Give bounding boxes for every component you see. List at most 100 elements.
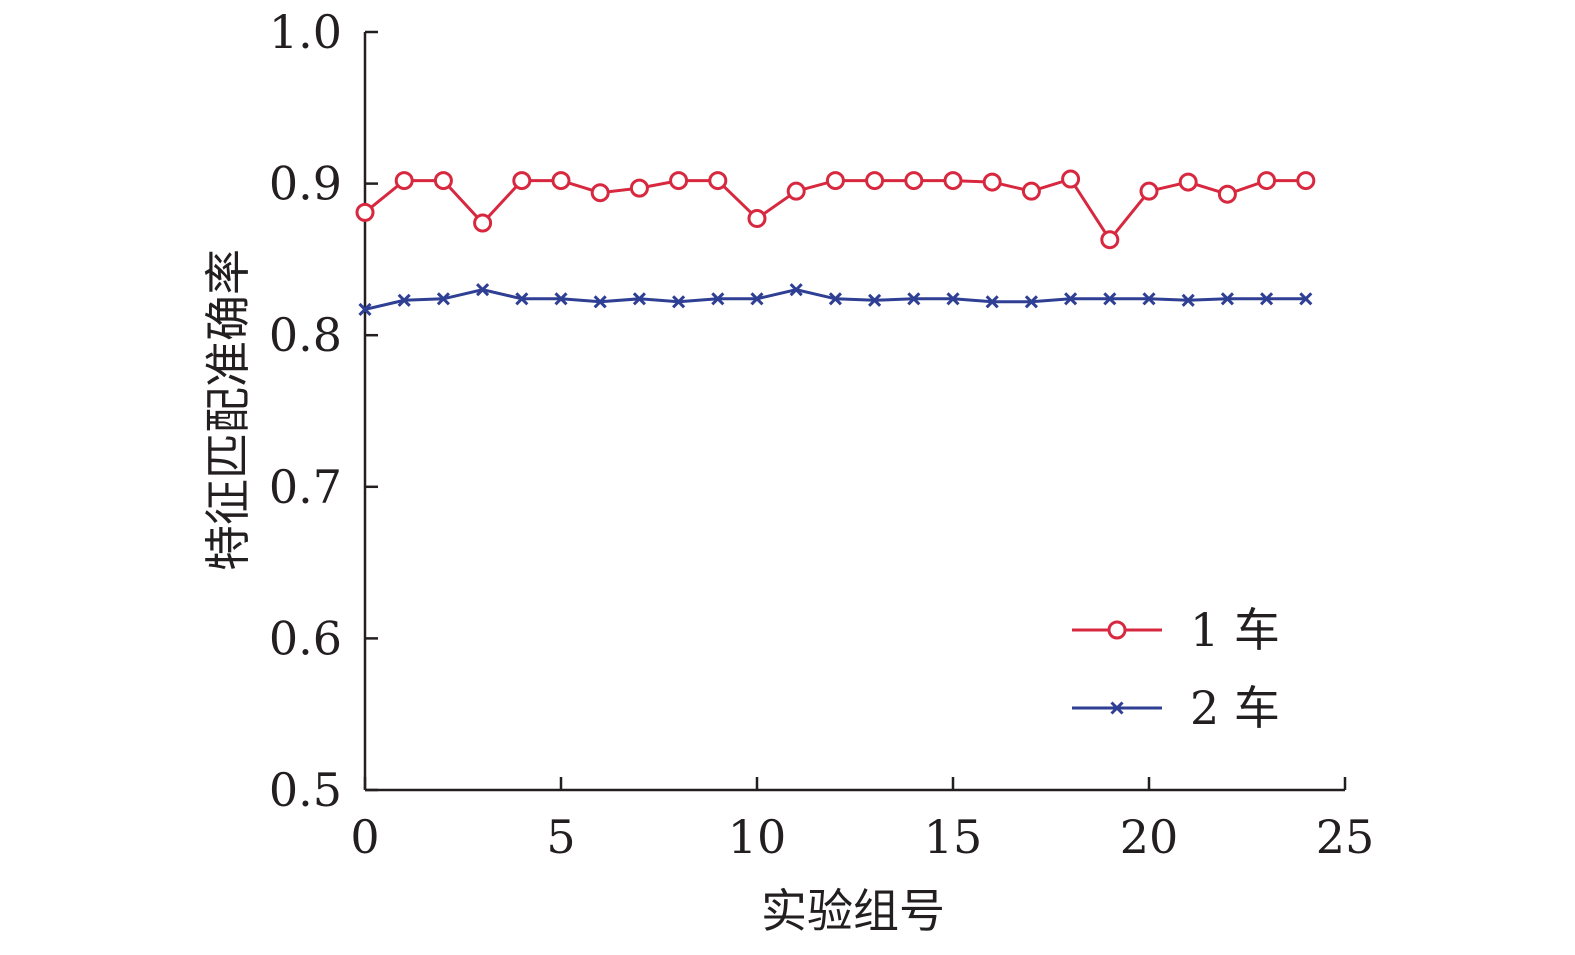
marker-stroke xyxy=(672,295,686,309)
marker-stroke xyxy=(515,292,529,306)
y-tick-label: 0.5 xyxy=(269,763,342,817)
marker-stroke xyxy=(1110,701,1124,715)
marker-stroke xyxy=(1142,292,1156,306)
data-point xyxy=(358,302,372,316)
marker-stroke xyxy=(985,295,999,309)
data-point xyxy=(1257,171,1277,191)
data-point xyxy=(512,171,532,191)
marker-stroke xyxy=(907,292,921,306)
data-point xyxy=(985,295,999,309)
data-point xyxy=(1220,292,1234,306)
x-tick-label: 0 xyxy=(350,810,379,864)
data-point xyxy=(1299,292,1313,306)
data-point xyxy=(629,178,649,198)
data-point xyxy=(515,292,529,306)
data-point xyxy=(1139,181,1159,201)
data-point xyxy=(865,171,885,191)
marker-stroke xyxy=(1220,292,1234,306)
data-point xyxy=(825,171,845,191)
marker-stroke xyxy=(711,292,725,306)
y-tick-label: 0.6 xyxy=(269,611,342,665)
axes: 0.5 0.6 0.7 0.8 0.9 1.0 0 5 10 15 20 25 xyxy=(269,5,1374,864)
data-point xyxy=(904,171,924,191)
x-tick-label: 20 xyxy=(1120,810,1179,864)
data-point xyxy=(1260,292,1274,306)
marker-stroke xyxy=(1260,292,1274,306)
data-point xyxy=(711,292,725,306)
x-tick-label: 5 xyxy=(546,810,575,864)
legend-marker xyxy=(1107,620,1127,640)
series-1 xyxy=(355,169,1316,250)
legend-marker xyxy=(1110,701,1124,715)
legend-item: 1 车 xyxy=(1072,603,1280,657)
marker-stroke xyxy=(1299,292,1313,306)
data-point xyxy=(476,283,490,297)
marker-stroke xyxy=(593,295,607,309)
data-point xyxy=(669,171,689,191)
data-point xyxy=(907,292,921,306)
data-point xyxy=(473,213,493,233)
data-point xyxy=(397,293,411,307)
data-point xyxy=(747,208,767,228)
marker-stroke xyxy=(1181,293,1195,307)
data-point xyxy=(1103,292,1117,306)
data-point xyxy=(433,171,453,191)
data-point xyxy=(1061,169,1081,189)
data-point xyxy=(1142,292,1156,306)
data-point xyxy=(1181,293,1195,307)
series-layer xyxy=(355,169,1316,316)
marker-stroke xyxy=(1103,292,1117,306)
y-tick-label: 1.0 xyxy=(269,5,342,59)
data-point xyxy=(1100,230,1120,250)
data-point xyxy=(750,292,764,306)
data-point xyxy=(982,172,1002,192)
marker-stroke xyxy=(436,292,450,306)
x-tick-label: 10 xyxy=(728,810,787,864)
marker-stroke xyxy=(632,292,646,306)
marker-stroke xyxy=(476,283,490,297)
data-point xyxy=(1217,184,1237,204)
x-tick-label: 25 xyxy=(1316,810,1375,864)
data-point xyxy=(436,292,450,306)
y-axis-label: 特征匹配准确率 xyxy=(201,249,255,571)
legend: 1 车2 车 xyxy=(1072,603,1280,735)
marker-stroke xyxy=(789,283,803,297)
legend-label: 2 车 xyxy=(1190,681,1280,735)
data-point xyxy=(868,293,882,307)
legend-item: 2 车 xyxy=(1072,681,1280,735)
data-point xyxy=(672,295,686,309)
data-point xyxy=(943,171,963,191)
marker-stroke xyxy=(358,302,372,316)
data-point xyxy=(828,292,842,306)
x-tick-label: 15 xyxy=(924,810,983,864)
data-point xyxy=(355,202,375,222)
data-point xyxy=(551,171,571,191)
data-point xyxy=(1296,171,1316,191)
marker-stroke xyxy=(868,293,882,307)
data-point xyxy=(946,292,960,306)
marker-stroke xyxy=(750,292,764,306)
data-point xyxy=(708,171,728,191)
y-tick-label: 0.8 xyxy=(269,308,342,362)
marker-stroke xyxy=(1024,295,1038,309)
data-point xyxy=(786,181,806,201)
data-point xyxy=(593,295,607,309)
marker-stroke xyxy=(946,292,960,306)
marker-stroke xyxy=(397,293,411,307)
data-point xyxy=(1021,181,1041,201)
data-point xyxy=(590,183,610,203)
data-point xyxy=(394,171,414,191)
marker-stroke xyxy=(828,292,842,306)
y-tick-label: 0.7 xyxy=(269,460,342,514)
legend-label: 1 车 xyxy=(1190,603,1280,657)
series-2 xyxy=(358,283,1313,316)
data-point xyxy=(1064,292,1078,306)
marker-stroke xyxy=(1064,292,1078,306)
data-point xyxy=(632,292,646,306)
x-axis-label: 实验组号 xyxy=(761,884,945,938)
data-point xyxy=(1178,172,1198,192)
data-point xyxy=(554,292,568,306)
data-point xyxy=(1024,295,1038,309)
y-tick-label: 0.9 xyxy=(269,157,342,211)
